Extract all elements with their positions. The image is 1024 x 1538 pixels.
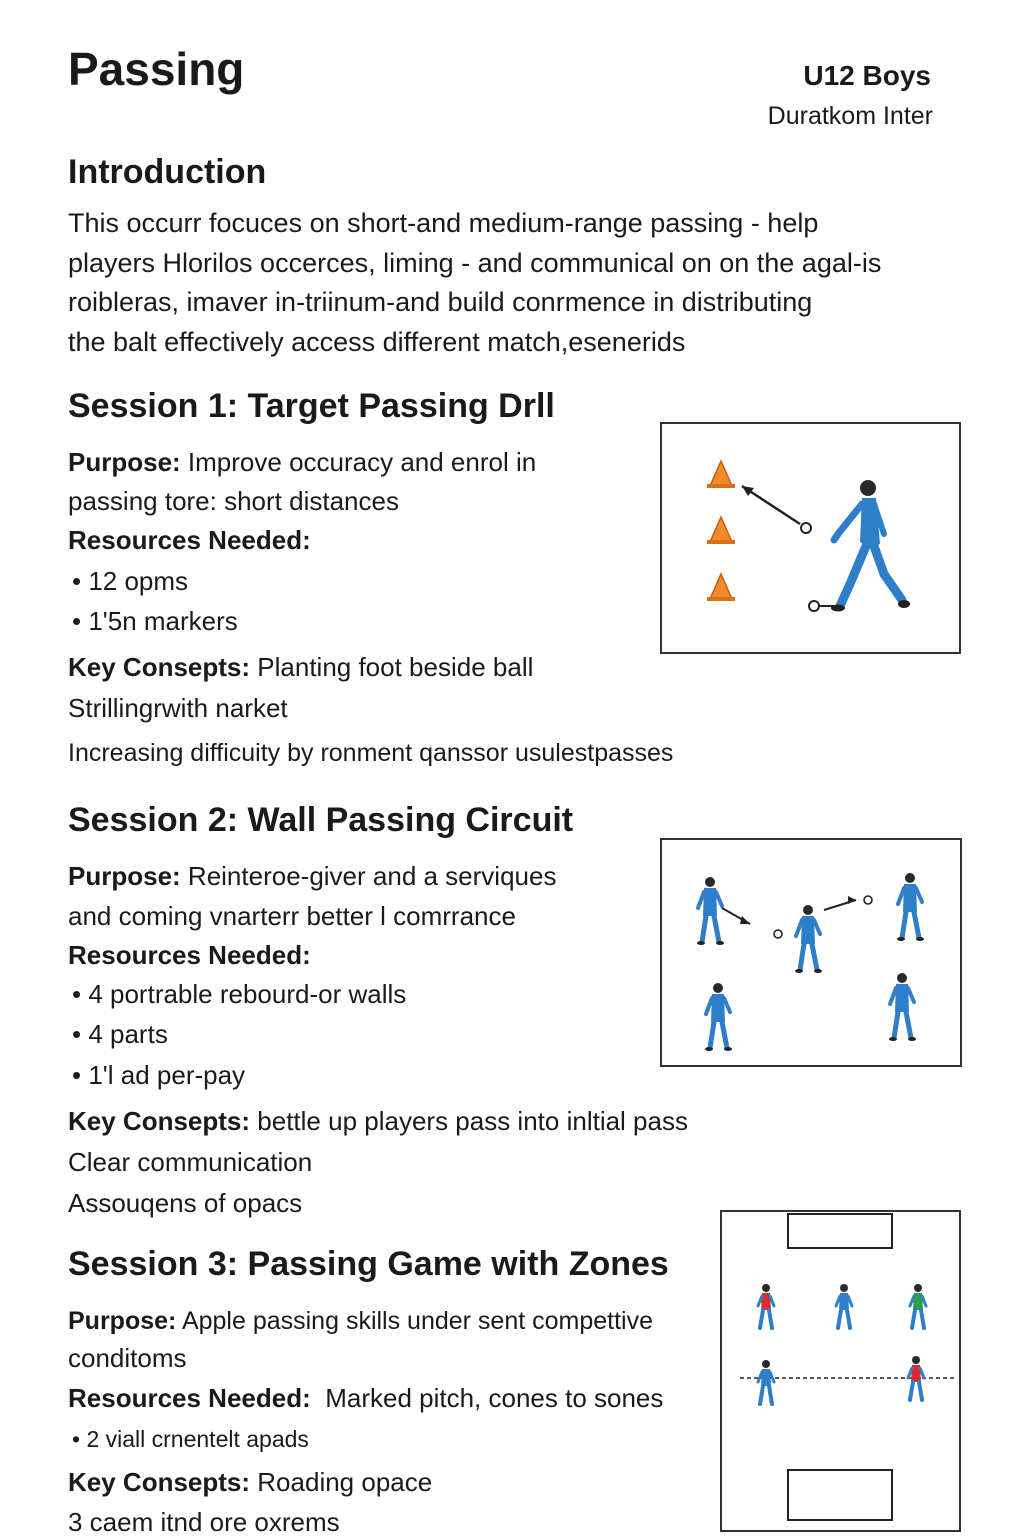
pass-arrow-icon [721, 907, 751, 925]
key-concepts-label: Key Consepts: [68, 1106, 251, 1136]
session-2-heading: Session 2: Wall Passing Circuit [68, 801, 574, 839]
purpose-text: Reinteroe-giver and a serviques [187, 861, 557, 891]
player-icon [756, 1282, 776, 1330]
session-2-diagram-svg [662, 840, 960, 1065]
session-2-diagram [660, 838, 962, 1067]
session-2-resource-item: 4 portrable rebourd-or walls [72, 979, 406, 1010]
introduction-text: This occurr focuces on short-and medium-… [68, 204, 948, 362]
key-concept-text: bettle up players pass into inltial pass [257, 1106, 688, 1136]
session-2-resource-item: 4 parts [72, 1019, 168, 1050]
session-3-purpose-cont: conditoms [68, 1343, 187, 1373]
ball-icon [773, 929, 783, 939]
session-3-diagram-svg [740, 1213, 954, 1521]
ball-icon [863, 895, 873, 905]
player-icon [908, 1282, 928, 1330]
purpose-text: Apple passing skills under sent competti… [181, 1307, 654, 1335]
player-icon [897, 873, 924, 941]
key-concepts-label: Key Consepts: [68, 652, 251, 682]
player-icon [889, 973, 916, 1041]
introduction-heading: Introduction [68, 153, 267, 191]
session-1-heading: Session 1: Target Passing Drll [68, 387, 555, 425]
session-3-resource-item: 2 viall crnentelt apads [72, 1426, 308, 1454]
introduction-line: the balt effectively access different ma… [68, 326, 686, 357]
resources-text: Marked pitch, cones to sones [325, 1383, 664, 1413]
page-title: Passing [68, 43, 245, 95]
player-icon [795, 905, 822, 973]
team-label: U12 Boys [803, 60, 931, 91]
session-3-resources: Resources Needed: Marked pitch, cones to… [68, 1383, 663, 1414]
purpose-text: Improve occuracy and enrol in [187, 447, 537, 477]
key-concepts-label: Key Consepts: [68, 1467, 251, 1497]
player-icon [705, 983, 732, 1051]
goal-area-bottom [787, 1469, 893, 1521]
player-icon [697, 877, 724, 945]
session-1-resources-label: Resources Needed: [68, 525, 311, 555]
session-3-heading: Session 3: Passing Game with Zones [68, 1245, 669, 1283]
session-1-key-concept-line: Strillingrwith narket [68, 693, 288, 723]
session-1-diagram [660, 422, 961, 654]
resources-label: Resources Needed: [68, 1383, 311, 1413]
cone-icon [707, 459, 735, 488]
session-2-key-concept-line: Assouqens of opacs [68, 1188, 303, 1218]
purpose-label: Purpose: [68, 1307, 177, 1335]
goal-area-top [787, 1213, 893, 1249]
session-1-key-concepts: Key Consepts: Planting foot beside ball [68, 652, 533, 683]
session-1-resource-item: 1'5n markers [72, 606, 237, 637]
session-2-purpose: Purpose: Reinteroe-giver and a serviques [68, 861, 556, 892]
session-3-purpose: Purpose: Apple passing skills under sent… [68, 1306, 653, 1336]
purpose-label: Purpose: [68, 861, 181, 891]
player-icon [830, 480, 910, 612]
cone-icon [707, 515, 735, 544]
cone-icon [707, 572, 735, 601]
key-concept-text: Planting foot beside ball [257, 652, 534, 682]
session-1-resource-item: 12 opms [72, 566, 188, 597]
session-3-key-concept-line: 3 caem itnd ore oxrems [68, 1507, 340, 1537]
club-label: Duratkom Inter [767, 102, 933, 130]
introduction-line: players Hlorilos occerces, liming - and … [68, 247, 882, 278]
session-3-diagram [720, 1210, 961, 1532]
introduction-line: roibleras, imaver in-triinum-and build c… [68, 287, 813, 317]
session-3-key-concepts: Key Consepts: Roading opace [68, 1467, 432, 1498]
session-1-purpose: Purpose: Improve occuracy and enrol in [68, 447, 536, 478]
session-2-purpose-cont: and coming vnarterr better l comrrance [68, 901, 516, 931]
key-concept-text: Roading opace [257, 1467, 433, 1497]
session-2-key-concept-line: Clear communication [68, 1147, 313, 1177]
purpose-label: Purpose: [68, 447, 181, 477]
player-icon [756, 1358, 776, 1406]
pass-arrow-icon [741, 484, 801, 526]
session-1-purpose-cont: passing tore: short distances [68, 486, 399, 516]
session-2-key-concepts: Key Consepts: bettle up players pass int… [68, 1106, 688, 1137]
session-2-resource-item: 1'l ad per-pay [72, 1060, 245, 1091]
player-icon [834, 1282, 854, 1330]
introduction-line: This occurr focuces on short-and medium-… [68, 208, 819, 238]
session-2-resources-label: Resources Needed: [68, 940, 311, 970]
pass-arrow-icon [823, 896, 857, 911]
ball-icon [800, 522, 812, 534]
session-1-key-concept-line: Increasing difficuity by ronment qanssor… [68, 739, 674, 767]
session-1-diagram-svg [707, 459, 910, 612]
